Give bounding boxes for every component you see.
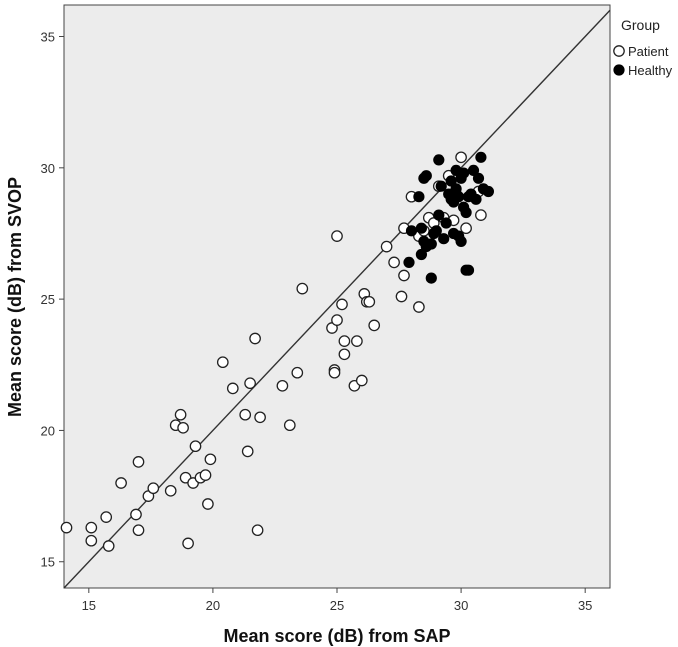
data-point-healthy	[425, 272, 437, 284]
data-point-patient	[355, 374, 368, 387]
data-point-patient	[296, 282, 309, 295]
data-point-patient	[204, 453, 217, 466]
data-point-patient	[351, 335, 363, 347]
data-point-patient	[328, 366, 341, 379]
y-axis-title: Mean score (dB) from SVOP	[5, 177, 25, 417]
data-point-patient	[336, 298, 348, 311]
x-tick-label: 30	[454, 598, 468, 613]
data-point-patient	[100, 511, 113, 523]
data-point-patient	[60, 521, 73, 534]
data-point-healthy	[433, 209, 445, 221]
data-point-healthy	[435, 180, 447, 192]
data-point-patient	[177, 421, 189, 434]
data-point-patient	[226, 382, 239, 395]
data-point-patient	[199, 469, 212, 481]
data-point-patient	[189, 440, 202, 453]
data-points	[60, 151, 494, 552]
data-point-healthy	[440, 217, 452, 229]
y-tick-label: 30	[41, 161, 55, 176]
data-point-patient	[395, 290, 408, 303]
data-point-patient	[132, 524, 145, 537]
data-point-patient	[102, 540, 115, 552]
data-point-patient	[249, 332, 261, 345]
legend-marker-patient	[613, 45, 625, 57]
data-point-patient	[147, 482, 160, 495]
data-point-patient	[331, 230, 343, 242]
data-point-patient	[216, 356, 229, 369]
data-point-patient	[460, 222, 472, 235]
data-point-healthy	[425, 238, 437, 250]
data-point-healthy	[433, 154, 445, 166]
legend-marker-healthy	[613, 64, 625, 76]
y-tick-label: 20	[41, 423, 55, 438]
x-tick-label: 15	[82, 598, 96, 613]
data-point-healthy	[420, 170, 432, 182]
data-point-healthy	[470, 193, 482, 205]
data-point-patient	[363, 295, 376, 308]
data-point-healthy	[405, 225, 418, 237]
data-point-patient	[241, 445, 254, 458]
data-point-patient	[115, 477, 127, 489]
data-point-patient	[380, 240, 393, 253]
data-point-healthy	[472, 172, 485, 184]
data-point-patient	[475, 209, 487, 221]
data-point-patient	[368, 319, 381, 332]
data-point-patient	[251, 524, 264, 537]
data-point-patient	[244, 377, 256, 390]
x-tick-label: 25	[330, 598, 344, 613]
data-point-healthy	[460, 206, 472, 219]
data-point-healthy	[453, 191, 465, 203]
data-point-healthy	[482, 185, 494, 198]
data-point-patient	[276, 379, 289, 392]
data-point-patient	[182, 537, 194, 550]
data-point-healthy	[458, 167, 470, 179]
data-point-patient	[132, 456, 145, 468]
data-point-healthy	[438, 233, 450, 245]
data-point-patient	[388, 256, 400, 269]
data-point-patient	[455, 151, 467, 164]
data-point-patient	[254, 411, 266, 424]
data-point-patient	[338, 335, 351, 347]
data-point-patient	[174, 408, 187, 421]
data-point-patient	[202, 498, 214, 510]
y-tick-label: 15	[41, 555, 55, 570]
data-point-patient	[338, 348, 351, 361]
data-point-healthy	[413, 191, 425, 203]
x-tick-label: 20	[206, 598, 220, 613]
data-point-patient	[164, 484, 177, 497]
legend: Group Patient Healthy	[613, 17, 673, 78]
data-point-patient	[331, 314, 343, 326]
legend-title: Group	[621, 17, 660, 33]
x-axis-title: Mean score (dB) from SAP	[223, 626, 450, 646]
legend-label-patient: Patient	[628, 44, 669, 59]
data-point-patient	[398, 269, 410, 282]
data-point-patient	[283, 419, 296, 432]
data-point-patient	[85, 521, 98, 534]
axis-ticks: 15 20 25 30 35 15 20 25 30 35	[41, 30, 593, 613]
data-point-patient	[130, 508, 142, 521]
data-point-healthy	[475, 151, 487, 163]
x-tick-label: 35	[578, 598, 592, 613]
data-point-patient	[291, 366, 304, 379]
legend-label-healthy: Healthy	[628, 63, 673, 78]
data-point-healthy	[455, 235, 467, 247]
data-point-healthy	[403, 256, 415, 268]
y-tick-label: 25	[41, 292, 55, 307]
data-point-patient	[239, 408, 252, 421]
data-point-healthy	[415, 222, 427, 234]
y-tick-label: 35	[41, 30, 55, 45]
data-point-healthy	[462, 264, 475, 276]
data-point-patient	[85, 534, 98, 547]
data-point-healthy	[430, 225, 442, 237]
data-point-patient	[413, 301, 425, 313]
